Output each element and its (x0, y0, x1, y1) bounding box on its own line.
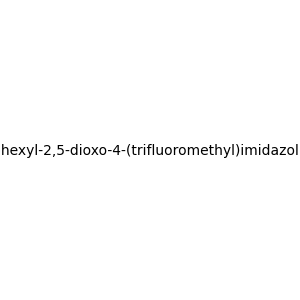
Text: 4-chloro-N-[1-cyclohexyl-2,5-dioxo-4-(trifluoromethyl)imidazolidin-4-yl]benzamid: 4-chloro-N-[1-cyclohexyl-2,5-dioxo-4-(tr… (0, 145, 300, 158)
